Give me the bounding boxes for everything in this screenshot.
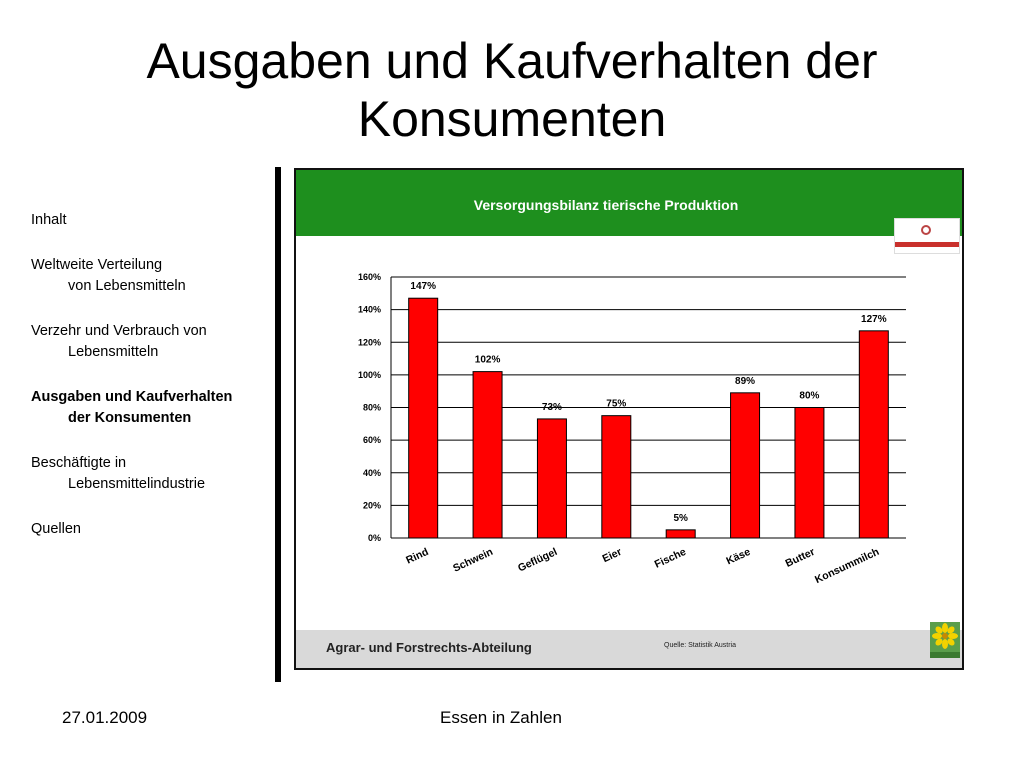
x-category-label: Schwein xyxy=(451,546,495,575)
data-label: 73% xyxy=(542,402,562,413)
bar xyxy=(601,415,632,539)
ministry-logo xyxy=(894,218,960,254)
vertical-divider xyxy=(275,167,281,682)
data-label: 89% xyxy=(735,376,755,387)
data-label: 80% xyxy=(799,391,819,402)
nav-item-label-cont: der Konsumenten xyxy=(68,410,192,426)
y-tick-label: 0% xyxy=(368,533,381,543)
nav-item-beschaeftigte[interactable]: Beschäftigte in Lebensmittelindustrie xyxy=(31,453,276,495)
nav-item-ausgaben-und-kaufverhalten[interactable]: Ausgaben und Kaufverhalten der Konsument… xyxy=(31,387,276,429)
x-category-label: Konsummilch xyxy=(813,546,881,586)
nav-item-quellen[interactable]: Quellen xyxy=(31,519,276,540)
navigation-outline: Inhalt Weltweite Verteilung von Lebensmi… xyxy=(31,210,276,564)
x-category-label: Butter xyxy=(784,546,817,570)
footer-date: 27.01.2009 xyxy=(62,708,148,727)
bar-chart: 0% 20% 40% 60% 80% 100% 120% 140% 160% 147% Rind 10… xyxy=(358,272,906,586)
x-category-label: Rind xyxy=(404,546,430,567)
y-tick-label: 100% xyxy=(358,370,381,380)
bar xyxy=(794,407,825,539)
bar xyxy=(536,418,567,539)
bar xyxy=(858,330,889,539)
nav-item-label: Quellen xyxy=(31,521,81,537)
slide-title: Ausgaben und Kaufverhalten der Konsument… xyxy=(146,33,878,147)
nav-item-verzehr-und-verbrauch[interactable]: Verzehr und Verbrauch von Lebensmitteln xyxy=(31,321,276,363)
data-label: 127% xyxy=(861,314,887,325)
y-tick-label: 140% xyxy=(358,305,381,315)
figure-footer: Agrar- und Forstrechts-Abteilung Quelle:… xyxy=(296,622,962,668)
chart-title: Versorgungsbilanz tierische Produktion xyxy=(473,197,739,213)
y-tick-label: 120% xyxy=(358,337,381,347)
nav-item-label: Verzehr und Verbrauch von xyxy=(31,323,207,339)
nav-item-weltweite-verteilung[interactable]: Weltweite Verteilung von Lebensmitteln xyxy=(31,255,276,297)
nav-item-label-cont: Lebensmitteln xyxy=(68,344,159,360)
y-tick-label: 20% xyxy=(363,500,381,510)
x-category-label: Eier xyxy=(601,546,624,565)
y-tick-label: 40% xyxy=(363,468,381,478)
bar xyxy=(665,529,696,539)
data-label: 75% xyxy=(606,399,626,410)
nav-item-label-cont: Lebensmittelindustrie xyxy=(68,476,206,492)
footer-title: Essen in Zahlen xyxy=(440,708,562,727)
nav-item-label: Weltweite Verteilung xyxy=(31,257,163,273)
nav-item-label: Beschäftigte in xyxy=(31,455,127,471)
x-category-label: Käse xyxy=(725,546,753,568)
bar xyxy=(730,392,761,539)
figure-header: Versorgungsbilanz tierische Produktion xyxy=(296,170,962,236)
logo-emblem-icon xyxy=(921,225,931,235)
y-tick-label: 160% xyxy=(358,272,381,282)
nav-item-label: Inhalt xyxy=(31,212,67,228)
x-category-label: Geflügel xyxy=(516,546,559,575)
data-label: 147% xyxy=(410,281,436,292)
data-label: 5% xyxy=(673,513,688,524)
nav-item-inhalt[interactable]: Inhalt xyxy=(31,210,276,231)
bar xyxy=(408,297,439,539)
data-label: 102% xyxy=(475,355,501,366)
y-tick-label: 80% xyxy=(363,403,381,413)
logo-stripe xyxy=(895,242,959,247)
x-category-label: Fische xyxy=(653,546,688,571)
source-note: Quelle: Statistik Austria xyxy=(664,642,736,649)
nav-item-label-cont: von Lebensmitteln xyxy=(68,278,186,294)
department-name: Agrar- und Forstrechts-Abteilung xyxy=(326,640,532,655)
nav-item-label: Ausgaben und Kaufverhalten xyxy=(31,389,233,405)
flower-logo-icon xyxy=(930,622,960,658)
y-tick-label: 60% xyxy=(363,435,381,445)
bar xyxy=(472,371,503,539)
chart-figure: Versorgungsbilanz tierische Produktion 0… xyxy=(294,168,964,670)
